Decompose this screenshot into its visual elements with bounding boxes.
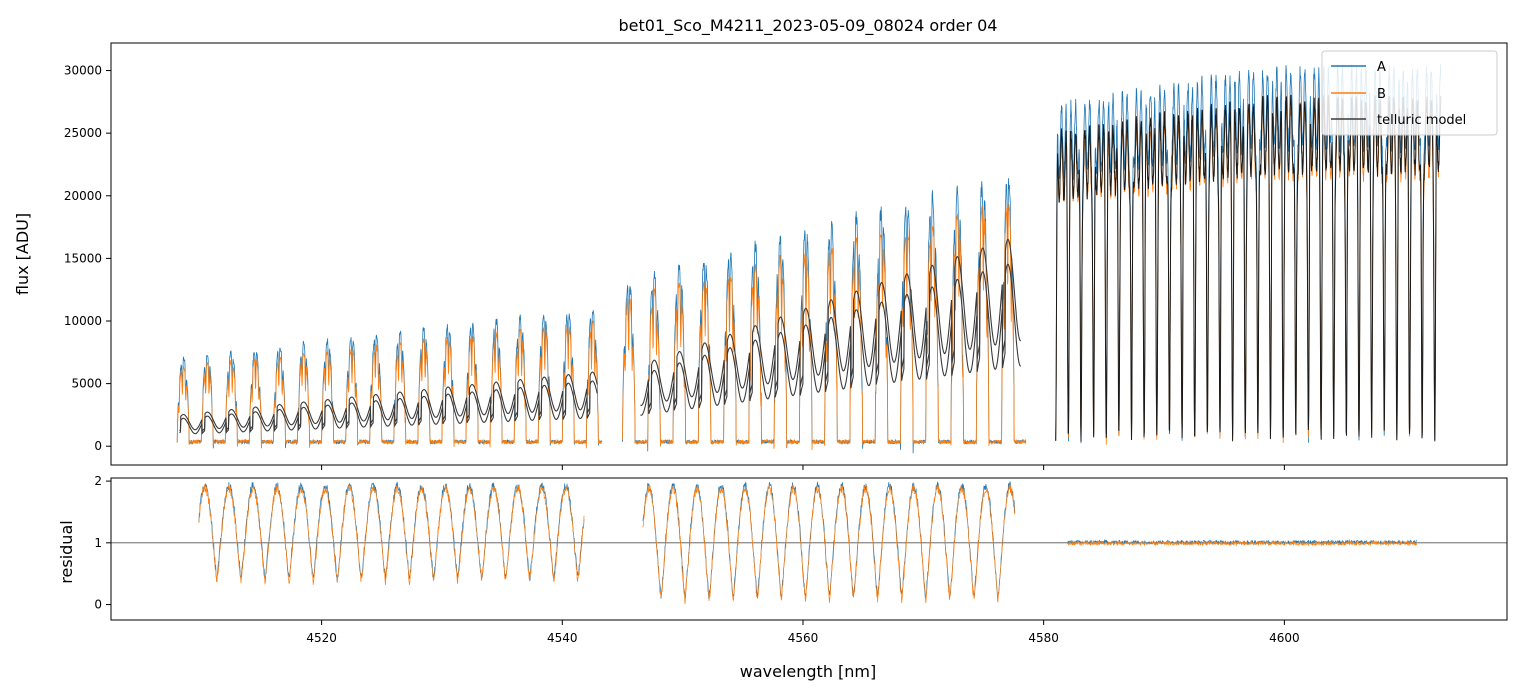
bottom-y-tick-label: 2 <box>94 474 102 488</box>
top-y-tick-label: 30000 <box>64 64 102 78</box>
telluric-model-line <box>640 263 1022 416</box>
top-x-ticks <box>321 465 1285 470</box>
bottom-panel: 0 1 2 4520 4540 4560 4580 4600 residual wavele… <box>57 474 1508 681</box>
chart-title: bet01_Sco_M4211_2023-05-09_08024 order 0… <box>619 16 998 36</box>
top-y-tick-label: 10000 <box>64 314 102 328</box>
bottom-panel-frame <box>110 477 1508 621</box>
x-axis-label: wavelength [nm] <box>740 662 877 681</box>
bottom-y-axis-label: residual <box>57 520 76 583</box>
bottom-x-tick-label: 4520 <box>306 631 337 645</box>
telluric-model-line <box>1055 94 1442 442</box>
residual-b-line <box>642 483 1016 605</box>
top-y-ticks: 0 5000 10000 15000 20000 25000 30000 <box>64 64 111 453</box>
top-series-group <box>176 63 1442 454</box>
top-panel-frame <box>110 42 1508 466</box>
top-y-tick-label: 25000 <box>64 126 102 140</box>
legend-label-b: B <box>1377 87 1386 102</box>
telluric-model-line <box>179 380 598 435</box>
top-y-axis-label: flux [ADU] <box>13 213 32 295</box>
legend-frame <box>1321 50 1498 136</box>
telluric-model-line <box>179 371 598 433</box>
top-y-tick-label: 5000 <box>71 377 102 391</box>
series-b-line <box>176 320 603 449</box>
series-b-line <box>622 204 1026 451</box>
top-y-tick-label: 0 <box>94 439 102 453</box>
bottom-x-ticks: 4520 4540 4560 4580 4600 <box>306 620 1300 645</box>
bottom-x-tick-label: 4540 <box>547 631 578 645</box>
bottom-y-ticks: 0 1 2 <box>94 474 111 612</box>
bottom-series-group <box>198 481 1418 605</box>
bottom-x-tick-label: 4600 <box>1269 631 1300 645</box>
residual-b-line <box>198 484 585 586</box>
legend-label-model: telluric model <box>1377 113 1466 128</box>
top-y-tick-label: 15000 <box>64 251 102 265</box>
bottom-y-tick-label: 1 <box>94 536 102 550</box>
residual-b-line <box>1067 540 1418 547</box>
bottom-x-tick-label: 4560 <box>788 631 819 645</box>
telluric-model-line <box>640 238 1022 409</box>
bottom-x-tick-label: 4580 <box>1028 631 1059 645</box>
top-y-tick-label: 20000 <box>64 189 102 203</box>
bottom-y-tick-label: 0 <box>94 598 102 612</box>
legend: A B telluric model <box>1321 50 1498 136</box>
legend-label-a: A <box>1377 60 1386 75</box>
top-panel: 0 5000 10000 15000 20000 25000 30000 flux [ADU… <box>13 42 1508 470</box>
